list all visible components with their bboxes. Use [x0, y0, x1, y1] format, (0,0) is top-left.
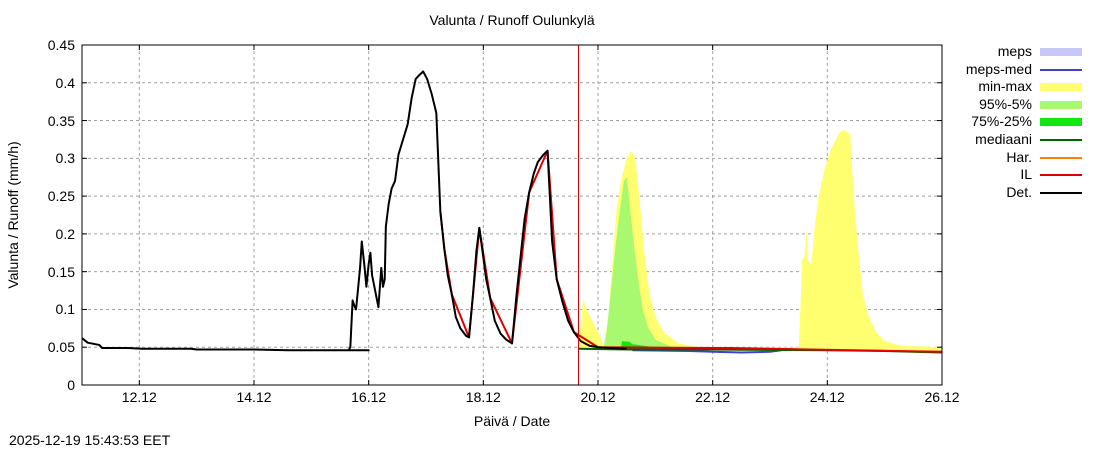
x-tick-label: 24.12 — [809, 389, 845, 405]
mediaani-swatch-icon — [1040, 138, 1082, 141]
y-tick-label: 0.3 — [55, 150, 75, 167]
legend-item-il: IL — [940, 166, 1090, 184]
y-tick-label: 0 — [67, 377, 75, 393]
y-tick-label: 0.45 — [47, 37, 75, 53]
x-tick-label: 18.12 — [465, 389, 501, 405]
grid-lines — [82, 45, 942, 385]
p75-25-swatch-icon — [1040, 118, 1082, 127]
legend-label: 75%-25% — [971, 113, 1032, 130]
legend-label: 95%-5% — [979, 95, 1032, 112]
x-tick-label: 22.12 — [695, 389, 731, 405]
chart-title: Valunta / Runoff Oulunkylä — [429, 12, 595, 28]
legend-item-meps: meps — [940, 43, 1090, 61]
chart-legend: meps meps-med min-max 95%-5% 75%-25% med… — [940, 43, 1090, 201]
min-max-band — [578, 130, 942, 351]
meps-swatch-icon — [1040, 48, 1082, 56]
forecast-bands — [578, 130, 942, 351]
legend-label: min-max — [978, 78, 1032, 95]
p95-5-swatch-icon — [1040, 100, 1082, 109]
x-tick-label: 14.12 — [236, 389, 272, 405]
x-tick-label: 20.12 — [580, 389, 616, 405]
legend-item-min-max: min-max — [940, 78, 1090, 96]
y-tick-label: 0.35 — [47, 112, 75, 129]
il-swatch-icon — [1040, 174, 1082, 177]
x-tick-label: 16.12 — [351, 389, 387, 405]
y-tick-label: 0.25 — [47, 188, 75, 205]
plot-frame — [81, 44, 943, 386]
det-swatch-icon — [1040, 191, 1082, 194]
min-max-swatch-icon — [1040, 83, 1082, 92]
y-axis-label: Valunta / Runoff (mm/h) — [5, 141, 21, 289]
timestamp: 2025-12-19 15:43:53 EET — [9, 432, 171, 448]
x-tick-label: 26.12 — [924, 389, 960, 405]
legend-label: IL — [1020, 166, 1032, 183]
legend-item-meps-med: meps-med — [940, 61, 1090, 79]
legend-item-95-5: 95%-5% — [940, 96, 1090, 114]
legend-label: Har. — [1006, 148, 1032, 165]
har-swatch-icon — [1040, 156, 1082, 159]
legend-item-mediaani: mediaani — [940, 131, 1090, 149]
y-tick-label: 0.05 — [47, 339, 75, 356]
legend-item-75-25: 75%-25% — [940, 113, 1090, 131]
95%-5%-band — [603, 177, 690, 350]
x-axis-label: Päivä / Date — [473, 413, 551, 429]
legend-label: Det. — [1006, 183, 1032, 200]
y-tick-label: 0.4 — [55, 74, 75, 91]
y-tick-label: 0.2 — [55, 225, 75, 242]
legend-label: meps-med — [965, 60, 1032, 77]
legend-label: meps — [997, 43, 1032, 59]
meps-med-swatch-icon — [1040, 68, 1082, 71]
y-tick-label: 0.1 — [55, 301, 75, 318]
series-lines — [81, 70, 943, 354]
y-tick-label: 0.15 — [47, 263, 75, 280]
legend-item-det: Det. — [940, 184, 1090, 202]
x-tick-label: 12.12 — [121, 389, 157, 405]
axis-ticks — [82, 44, 943, 386]
legend-label: mediaani — [975, 130, 1032, 147]
legend-item-har: Har. — [940, 149, 1090, 167]
